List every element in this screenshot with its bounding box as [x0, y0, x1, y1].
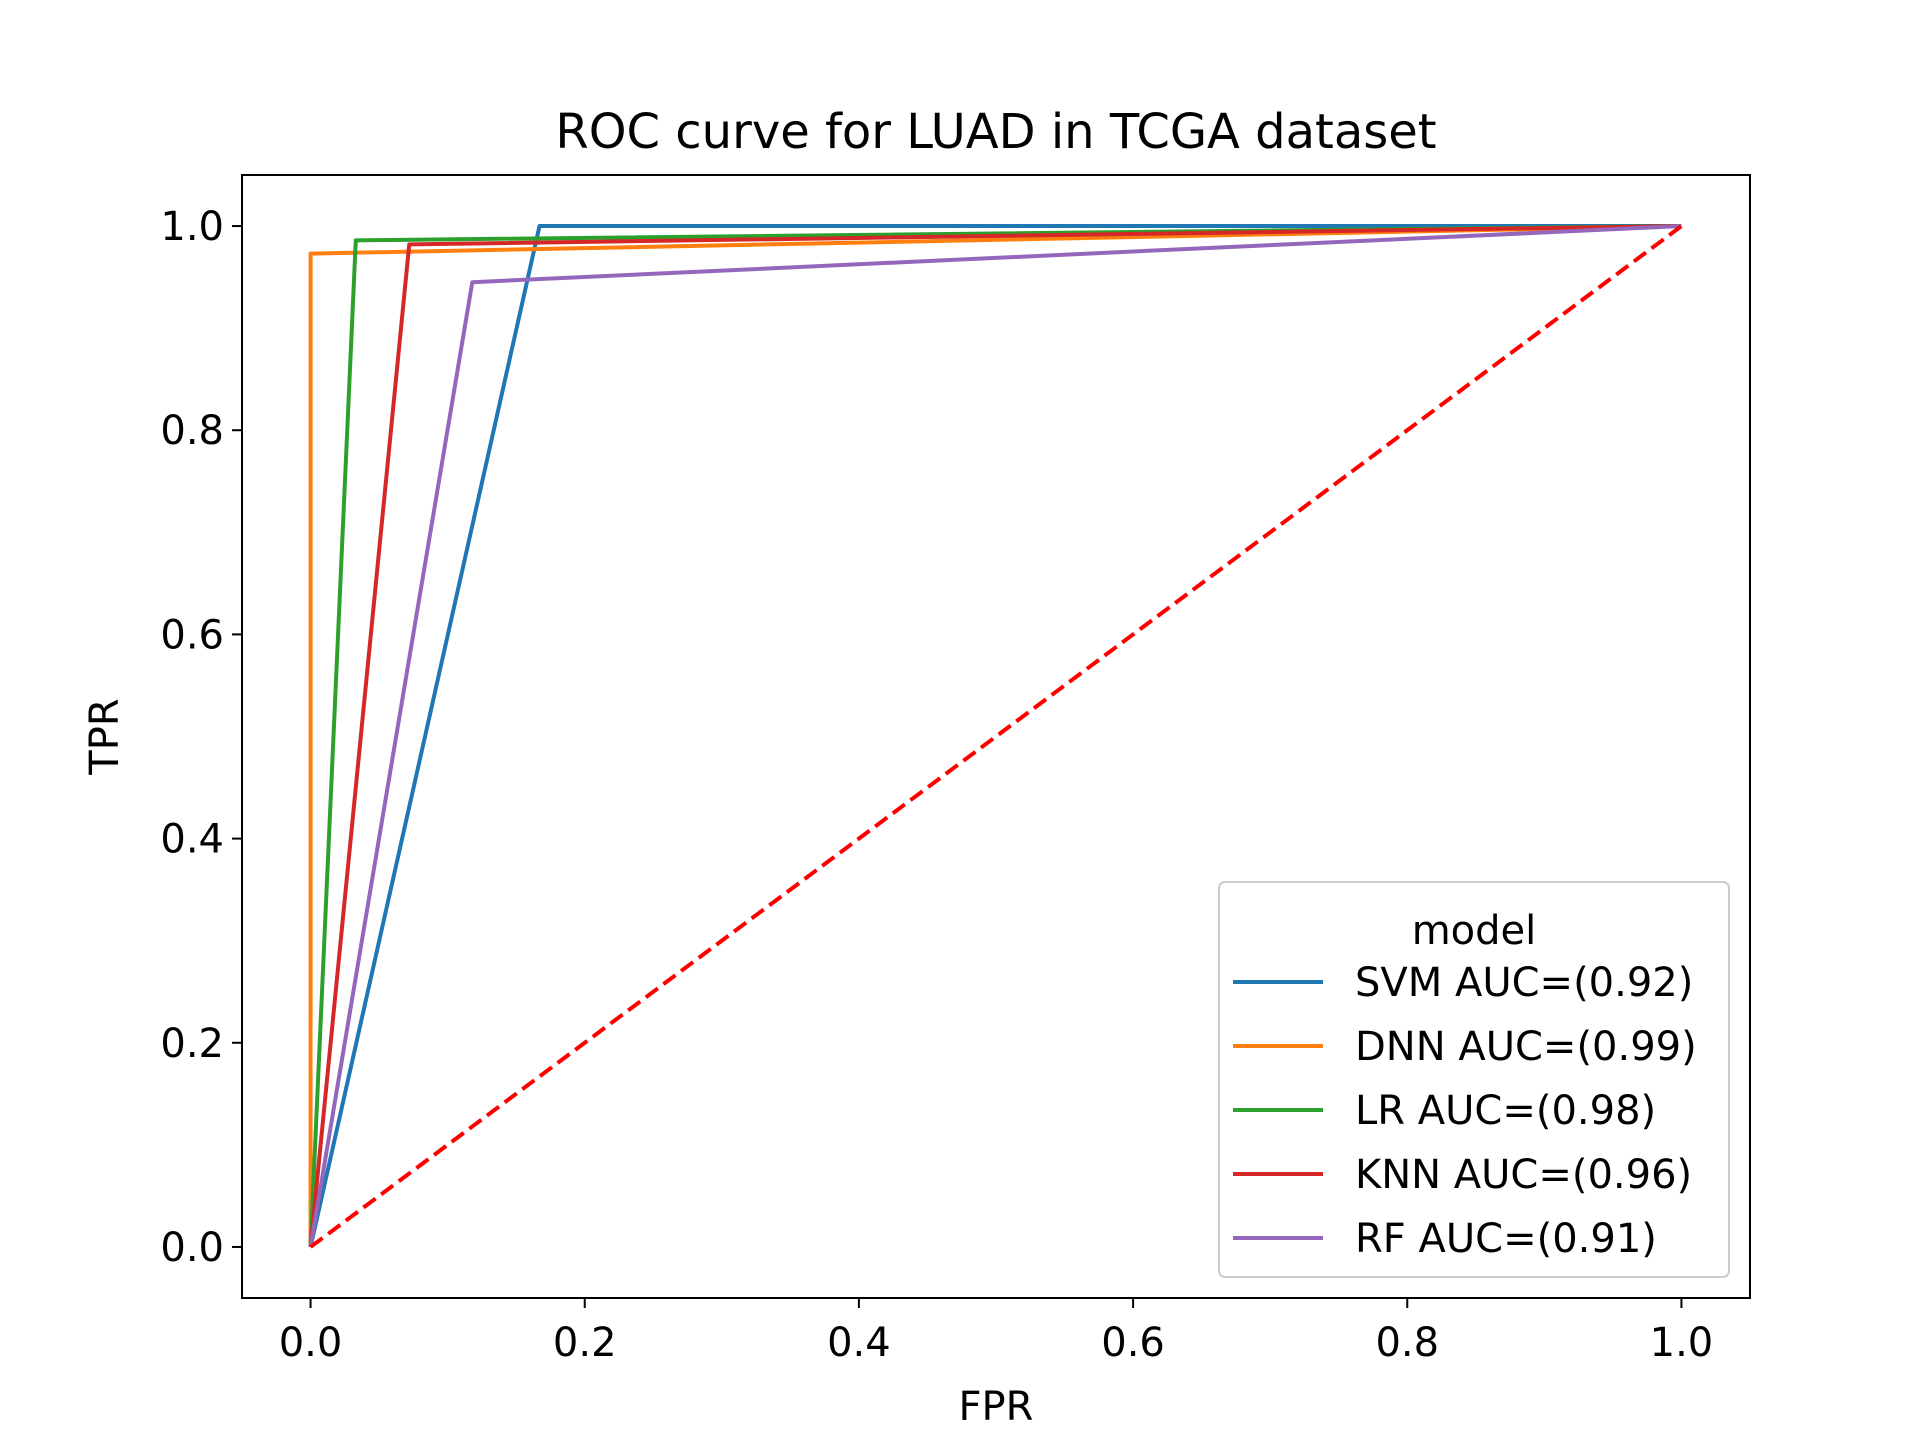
- legend-label-1: DNN AUC=(0.99): [1355, 1024, 1697, 1070]
- legend-title: model: [1412, 908, 1537, 954]
- y-tick-label: 0.4: [160, 817, 224, 863]
- legend-box: [1218, 881, 1730, 1278]
- series-line-4: [308, 224, 1682, 1248]
- series-line-3: [308, 224, 1682, 1248]
- plot-frame: [241, 174, 1751, 1299]
- x-tick-label: 0.4: [827, 1320, 891, 1366]
- x-tick-label: 0.0: [279, 1320, 343, 1366]
- legend: model SVM AUC=(0.92) DNN AUC=(0.99) LR AUC=…: [1218, 881, 1730, 1278]
- x-tick-label: 0.6: [1101, 1320, 1165, 1366]
- y-tick-label: 0.0: [160, 1225, 224, 1271]
- series-line-0: [308, 224, 1682, 1248]
- legend-label-2: LR AUC=(0.98): [1355, 1088, 1656, 1134]
- y-tick-label: 0.2: [160, 1021, 224, 1067]
- legend-label-0: SVM AUC=(0.92): [1355, 960, 1693, 1006]
- x-tick-label: 0.8: [1375, 1320, 1439, 1366]
- y-tick-label: 1.0: [160, 204, 224, 250]
- x-tick-label: 1.0: [1650, 1320, 1714, 1366]
- series-line-1: [308, 224, 1682, 1247]
- legend-label-4: RF AUC=(0.91): [1355, 1216, 1657, 1262]
- x-axis-title: FPR: [959, 1384, 1034, 1430]
- chart-title: ROC curve for LUAD in TCGA dataset: [555, 104, 1436, 160]
- y-tick-label: 0.6: [160, 612, 224, 658]
- y-tick-label: 0.8: [160, 408, 224, 454]
- legend-label-3: KNN AUC=(0.96): [1355, 1152, 1692, 1198]
- y-axis-title: TPR: [82, 698, 128, 775]
- x-tick-label: 0.2: [553, 1320, 617, 1366]
